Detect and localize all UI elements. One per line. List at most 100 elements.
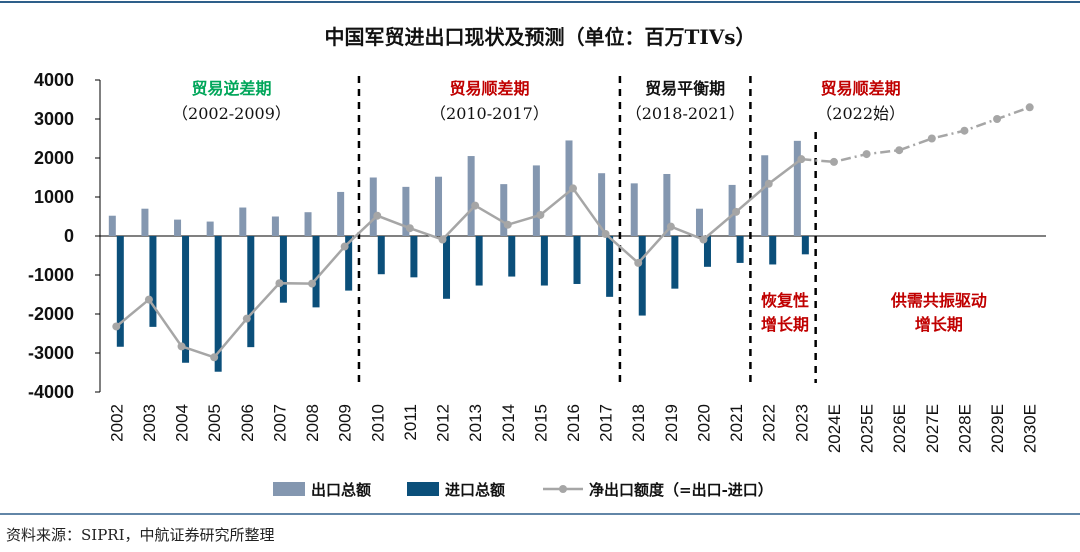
y-tick-label: 4000 — [34, 70, 74, 90]
x-tick-label: 2017 — [597, 404, 616, 442]
net-export-point — [699, 235, 708, 244]
y-tick-label: 3000 — [34, 109, 74, 129]
export-bar — [206, 221, 214, 236]
phase-years: （2010-2017） — [430, 104, 549, 123]
import-bar — [573, 236, 581, 284]
import-bars — [116, 236, 809, 372]
export-bar — [695, 208, 703, 236]
x-tick-label: 2027E — [923, 404, 942, 453]
x-tick-label: 2004 — [173, 404, 192, 442]
import-bar — [410, 236, 418, 278]
forecast-point — [1025, 103, 1034, 112]
import-bar — [279, 236, 287, 303]
growth-annotation: 增长期 — [761, 315, 809, 334]
import-bar — [247, 236, 255, 348]
net-export-point — [601, 230, 610, 239]
x-tick-label: 2030E — [1021, 404, 1040, 453]
x-tick-label: 2021 — [727, 404, 746, 442]
export-bar — [402, 186, 410, 236]
export-bar — [663, 173, 671, 236]
x-tick-label: 2016 — [564, 404, 583, 442]
export-bar — [598, 173, 606, 236]
y-tick-label: 2000 — [34, 148, 74, 168]
net-export-point — [732, 207, 741, 216]
net-export-point — [666, 222, 675, 231]
net-export-point — [308, 279, 317, 288]
chart-title: 中国军贸进出口现状及预测（单位：百万TIVs） — [324, 25, 755, 49]
import-bar — [377, 236, 385, 275]
import-bar — [116, 236, 124, 347]
net-export-point — [764, 179, 773, 188]
import-bar — [638, 236, 646, 316]
export-bar — [435, 176, 443, 236]
net-export-point — [405, 224, 414, 233]
import-bar — [475, 236, 483, 286]
legend-label-export: 出口总额 — [311, 481, 371, 499]
export-bar — [761, 155, 769, 236]
legend-marker-net — [559, 485, 567, 493]
legend-label-net: 净出口额度（=出口-进口） — [589, 481, 773, 499]
export-bar — [500, 184, 508, 236]
forecast-point — [927, 134, 936, 143]
export-bar — [467, 156, 475, 236]
x-tick-label: 2012 — [434, 404, 453, 442]
phase-dividers — [357, 76, 817, 383]
y-tick-label: 0 — [64, 226, 74, 246]
export-bar — [337, 191, 345, 236]
x-tick-label: 2014 — [499, 404, 518, 442]
y-tick-label: -4000 — [28, 382, 74, 402]
net-export-point — [144, 295, 153, 304]
y-tick-label: -1000 — [28, 265, 74, 285]
phase-labels: 贸易逆差期 （2002-2009） 贸易顺差期 （2010-2017） 贸易平衡期 （20… — [172, 79, 905, 123]
import-bar — [443, 236, 451, 299]
forecast-point — [993, 115, 1002, 123]
export-bar — [369, 177, 377, 236]
import-bar — [769, 236, 777, 265]
phase-title: 贸易逆差期 — [191, 79, 271, 98]
x-tick-label: 2010 — [368, 404, 387, 442]
x-tick-label: 2025E — [858, 404, 877, 453]
y-tick-label: -3000 — [28, 343, 74, 363]
export-bar — [793, 140, 801, 236]
legend-swatch-import — [407, 482, 439, 496]
export-bar — [108, 215, 116, 236]
x-tick-label: 2028E — [955, 404, 974, 453]
phase-years: （2002-2009） — [172, 104, 291, 123]
import-bar — [801, 236, 809, 255]
import-bar — [214, 236, 222, 372]
x-tick-label: 2018 — [629, 404, 648, 442]
net-export-point — [373, 211, 382, 220]
import-bar — [345, 236, 353, 291]
phase-years: （2022始） — [816, 104, 905, 123]
net-export-point — [569, 184, 577, 193]
x-tick-label: 2019 — [662, 404, 681, 442]
net-export-point — [242, 314, 251, 323]
import-bar — [671, 236, 679, 289]
import-bar — [606, 236, 614, 297]
phase-title: 贸易平衡期 — [645, 79, 725, 98]
net-export-point — [177, 342, 186, 351]
growth-annotation: 供需共振驱动 — [890, 291, 987, 310]
export-bar — [630, 183, 638, 236]
x-tick-label: 2029E — [988, 404, 1007, 453]
export-bar — [141, 208, 149, 236]
x-tick-label: 2022 — [760, 404, 779, 442]
x-tick-label: 2005 — [205, 404, 224, 442]
import-bar — [508, 236, 516, 277]
growth-annotation: 恢复性 — [761, 291, 809, 310]
forecast-point — [960, 126, 969, 135]
x-tick-label: 2006 — [238, 404, 257, 442]
legend: 出口总额 进口总额 净出口额度（=出口-进口） — [273, 481, 773, 499]
x-axis: 2002 2003 2004 2005 2006 2007 2008 2009 2010 2011… — [100, 235, 1046, 453]
net-export-point — [112, 322, 121, 331]
x-tick-label: 2009 — [336, 404, 355, 442]
x-tick-label: 2023 — [792, 404, 811, 442]
phase-title: 贸易顺差期 — [821, 79, 901, 98]
import-bar — [312, 236, 320, 308]
y-tick-label: -2000 — [28, 304, 74, 324]
x-tick-label: 2015 — [531, 404, 550, 442]
export-bar — [239, 207, 247, 236]
forecast-point — [862, 150, 871, 159]
